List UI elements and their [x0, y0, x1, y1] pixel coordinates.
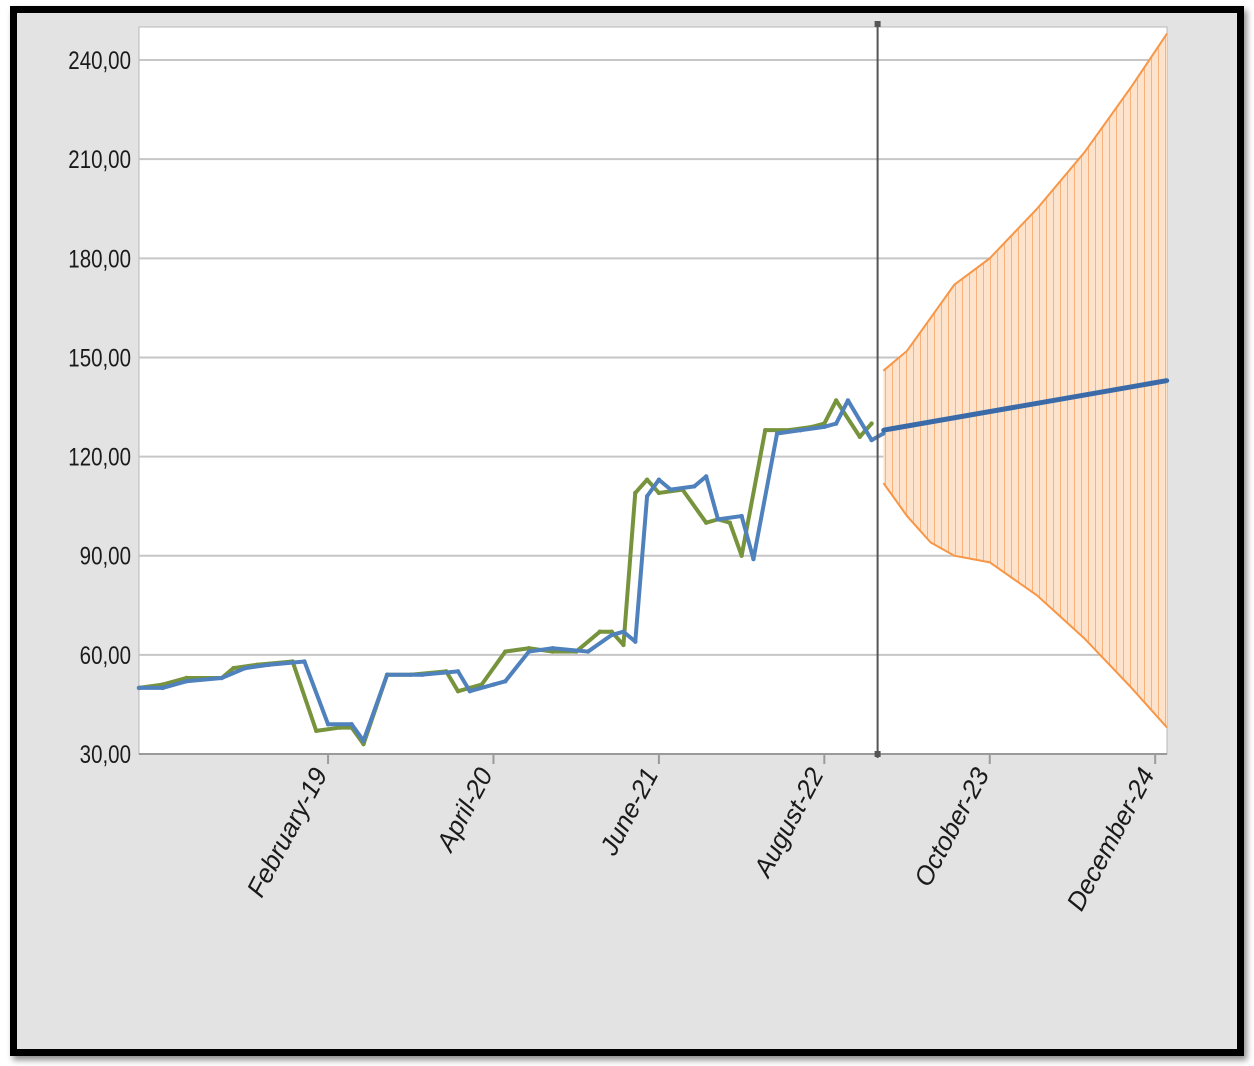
data-point [845, 398, 851, 403]
data-point [644, 477, 650, 482]
divider-handle-bottom [874, 751, 881, 757]
x-axis: February-19 April-20 June-21 August-22 Octob… [139, 753, 1167, 916]
data-point [585, 649, 591, 654]
data-point [869, 437, 874, 443]
data-point [739, 513, 744, 519]
series-group [136, 378, 1170, 747]
forecast-line [882, 378, 1168, 433]
data-point [455, 669, 461, 674]
data-point [621, 629, 626, 634]
data-point [703, 520, 709, 525]
data-point [467, 689, 473, 694]
data-point [302, 659, 307, 664]
data-point [822, 424, 827, 430]
y-tick-label: 120,00 [68, 443, 131, 471]
data-point [1164, 378, 1170, 383]
x-tick-label: February-19 [240, 763, 333, 902]
forecast-line-chart: 30,00 60,00 90,00 120,00 150,00 180,00 210,00 2… [68, 21, 1170, 916]
x-tick-label: August-22 [747, 762, 830, 883]
data-point [361, 738, 366, 743]
data-point [491, 682, 496, 687]
data-point [668, 487, 673, 492]
confidence-band-fill [883, 33, 1167, 728]
forecast-band [882, 33, 1168, 729]
data-point [656, 490, 662, 496]
data-point [833, 398, 839, 403]
data-point [644, 494, 650, 499]
y-axis: 30,00 60,00 90,00 120,00 150,00 180,00 210,00 2… [68, 46, 131, 768]
y-tick-label: 210,00 [68, 145, 131, 173]
y-tick-label: 90,00 [80, 542, 131, 570]
data-point [633, 490, 638, 496]
data-point [739, 553, 744, 558]
data-point [361, 741, 366, 747]
data-point [503, 679, 508, 684]
y-tick-label: 30,00 [80, 740, 131, 768]
forecast-divider [874, 21, 881, 758]
data-point [384, 672, 390, 677]
data-point [715, 517, 721, 522]
data-point [633, 639, 638, 644]
data-point [703, 474, 709, 479]
chart-frame: 30,00 60,00 90,00 120,00 150,00 180,00 210,00 2… [10, 6, 1244, 1056]
data-point [550, 646, 555, 651]
data-point [621, 642, 626, 648]
data-point [243, 665, 248, 671]
data-point [526, 649, 532, 654]
y-tick-label: 60,00 [80, 641, 131, 669]
data-point [266, 662, 272, 667]
x-tick-label: December-24 [1060, 763, 1160, 916]
y-tick-label: 240,00 [68, 46, 131, 74]
data-point [526, 646, 532, 651]
data-point [550, 649, 555, 654]
data-point [869, 421, 874, 426]
data-point [455, 689, 461, 694]
data-point [774, 431, 780, 436]
data-point [656, 477, 662, 482]
data-point [349, 722, 354, 727]
x-tick-label: June-21 [593, 763, 664, 861]
x-tick-label: October-23 [908, 762, 996, 891]
x-tick-label: April-20 [429, 762, 499, 857]
data-point [337, 725, 343, 730]
data-point [833, 421, 839, 426]
data-point [231, 665, 236, 671]
lower-bound-line [882, 482, 1168, 729]
data-point [325, 722, 331, 727]
data-point [184, 675, 189, 681]
data-point [597, 629, 603, 634]
data-point [420, 672, 425, 677]
data-point [609, 632, 614, 638]
data-point [692, 484, 697, 489]
data-point [881, 427, 886, 433]
data-point [184, 679, 189, 684]
data-point [751, 556, 756, 562]
y-tick-label: 180,00 [68, 244, 131, 272]
y-tick-label: 150,00 [68, 343, 131, 371]
data-point [727, 520, 733, 525]
divider-handle-top [874, 21, 881, 27]
data-point [857, 434, 862, 439]
data-point [136, 685, 142, 691]
data-point [219, 675, 224, 681]
data-point [160, 685, 165, 691]
data-point [798, 427, 803, 433]
upper-bound-line [882, 33, 1168, 372]
data-point [503, 649, 508, 654]
data-point [314, 728, 319, 734]
data-point [763, 427, 768, 433]
